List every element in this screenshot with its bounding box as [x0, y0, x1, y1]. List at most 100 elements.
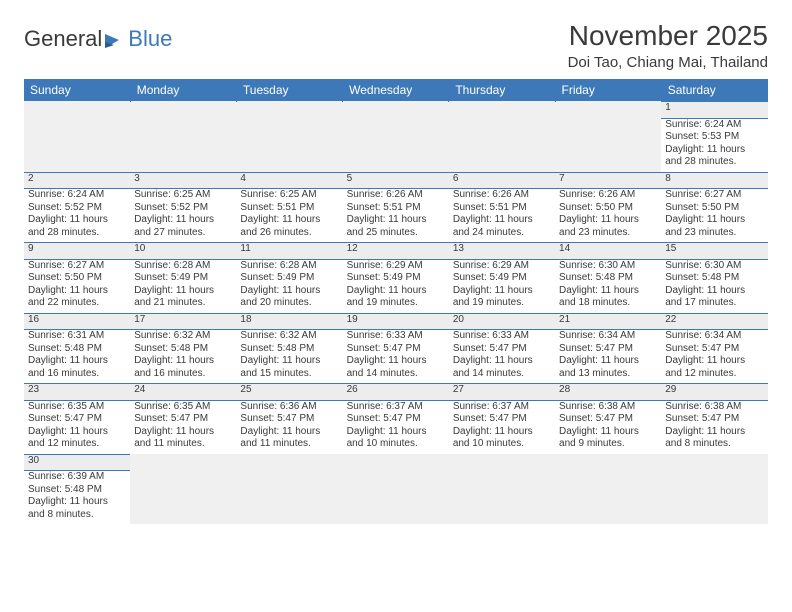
sunset-line: Sunset: 5:47 PM — [559, 343, 657, 356]
day-number: 7 — [555, 172, 661, 189]
sunrise-line: Sunrise: 6:31 AM — [28, 330, 126, 343]
empty-cell — [236, 102, 342, 119]
day-info: Sunrise: 6:34 AMSunset: 5:47 PMDaylight:… — [555, 330, 661, 384]
daylight-line: Daylight: 11 hours and 9 minutes. — [559, 426, 657, 451]
week-info-row: Sunrise: 6:31 AMSunset: 5:48 PMDaylight:… — [24, 330, 768, 384]
sunrise-line: Sunrise: 6:25 AM — [240, 189, 338, 202]
day-number: 13 — [449, 243, 555, 260]
sunset-line: Sunset: 5:51 PM — [347, 202, 445, 215]
sunrise-line: Sunrise: 6:35 AM — [28, 401, 126, 414]
day-number: 28 — [555, 384, 661, 401]
week-daynum-row: 30 — [24, 454, 768, 471]
sunset-line: Sunset: 5:53 PM — [665, 131, 763, 144]
sunset-line: Sunset: 5:50 PM — [665, 202, 763, 215]
sunrise-line: Sunrise: 6:28 AM — [134, 260, 232, 273]
day-info: Sunrise: 6:32 AMSunset: 5:48 PMDaylight:… — [130, 330, 236, 384]
week-daynum-row: 1 — [24, 102, 768, 119]
empty-cell — [343, 471, 449, 525]
logo-text-1: General — [24, 26, 102, 52]
sunrise-line: Sunrise: 6:27 AM — [665, 189, 763, 202]
day-number: 1 — [661, 102, 767, 119]
location: Doi Tao, Chiang Mai, Thailand — [568, 54, 768, 71]
daylight-line: Daylight: 11 hours and 19 minutes. — [347, 285, 445, 310]
empty-cell — [449, 102, 555, 119]
sunset-line: Sunset: 5:52 PM — [134, 202, 232, 215]
daylight-line: Daylight: 11 hours and 28 minutes. — [28, 214, 126, 239]
day-info: Sunrise: 6:38 AMSunset: 5:47 PMDaylight:… — [661, 400, 767, 454]
logo-text-2: Blue — [128, 26, 172, 52]
daylight-line: Daylight: 11 hours and 11 minutes. — [134, 426, 232, 451]
empty-cell — [130, 471, 236, 525]
day-info: Sunrise: 6:28 AMSunset: 5:49 PMDaylight:… — [130, 259, 236, 313]
daylight-line: Daylight: 11 hours and 18 minutes. — [559, 285, 657, 310]
sunrise-line: Sunrise: 6:24 AM — [665, 119, 763, 132]
sunset-line: Sunset: 5:51 PM — [453, 202, 551, 215]
sunset-line: Sunset: 5:47 PM — [453, 413, 551, 426]
flag-icon — [104, 32, 126, 50]
day-number: 11 — [236, 243, 342, 260]
day-info: Sunrise: 6:36 AMSunset: 5:47 PMDaylight:… — [236, 400, 342, 454]
day-number: 19 — [343, 313, 449, 330]
day-number: 29 — [661, 384, 767, 401]
week-daynum-row: 16171819202122 — [24, 313, 768, 330]
empty-cell — [449, 118, 555, 172]
week-daynum-row: 23242526272829 — [24, 384, 768, 401]
day-info: Sunrise: 6:30 AMSunset: 5:48 PMDaylight:… — [555, 259, 661, 313]
daylight-line: Daylight: 11 hours and 11 minutes. — [240, 426, 338, 451]
day-info: Sunrise: 6:32 AMSunset: 5:48 PMDaylight:… — [236, 330, 342, 384]
header: General Blue November 2025 Doi Tao, Chia… — [24, 20, 768, 71]
daylight-line: Daylight: 11 hours and 24 minutes. — [453, 214, 551, 239]
weekday-header: Saturday — [661, 79, 767, 102]
sunset-line: Sunset: 5:50 PM — [559, 202, 657, 215]
empty-cell — [236, 454, 342, 471]
weekday-header: Tuesday — [236, 79, 342, 102]
daylight-line: Daylight: 11 hours and 19 minutes. — [453, 285, 551, 310]
sunrise-line: Sunrise: 6:32 AM — [134, 330, 232, 343]
day-number: 20 — [449, 313, 555, 330]
day-number: 15 — [661, 243, 767, 260]
daylight-line: Daylight: 11 hours and 14 minutes. — [347, 355, 445, 380]
sunrise-line: Sunrise: 6:38 AM — [559, 401, 657, 414]
day-number: 4 — [236, 172, 342, 189]
sunrise-line: Sunrise: 6:26 AM — [347, 189, 445, 202]
day-info: Sunrise: 6:33 AMSunset: 5:47 PMDaylight:… — [449, 330, 555, 384]
sunrise-line: Sunrise: 6:26 AM — [559, 189, 657, 202]
day-number: 14 — [555, 243, 661, 260]
day-number: 22 — [661, 313, 767, 330]
sunrise-line: Sunrise: 6:37 AM — [453, 401, 551, 414]
day-info: Sunrise: 6:37 AMSunset: 5:47 PMDaylight:… — [449, 400, 555, 454]
weekday-header: Monday — [130, 79, 236, 102]
sunset-line: Sunset: 5:47 PM — [559, 413, 657, 426]
sunset-line: Sunset: 5:47 PM — [453, 343, 551, 356]
empty-cell — [130, 102, 236, 119]
daylight-line: Daylight: 11 hours and 8 minutes. — [665, 426, 763, 451]
sunrise-line: Sunrise: 6:38 AM — [665, 401, 763, 414]
day-number: 10 — [130, 243, 236, 260]
sunrise-line: Sunrise: 6:30 AM — [665, 260, 763, 273]
day-number: 2 — [24, 172, 130, 189]
day-number: 5 — [343, 172, 449, 189]
sunrise-line: Sunrise: 6:28 AM — [240, 260, 338, 273]
daylight-line: Daylight: 11 hours and 17 minutes. — [665, 285, 763, 310]
day-number: 18 — [236, 313, 342, 330]
day-info: Sunrise: 6:25 AMSunset: 5:51 PMDaylight:… — [236, 189, 342, 243]
empty-cell — [555, 118, 661, 172]
sunset-line: Sunset: 5:48 PM — [28, 343, 126, 356]
calendar-head: SundayMondayTuesdayWednesdayThursdayFrid… — [24, 79, 768, 102]
day-info: Sunrise: 6:28 AMSunset: 5:49 PMDaylight:… — [236, 259, 342, 313]
daylight-line: Daylight: 11 hours and 22 minutes. — [28, 285, 126, 310]
daylight-line: Daylight: 11 hours and 12 minutes. — [665, 355, 763, 380]
day-number: 16 — [24, 313, 130, 330]
sunset-line: Sunset: 5:48 PM — [134, 343, 232, 356]
week-info-row: Sunrise: 6:39 AMSunset: 5:48 PMDaylight:… — [24, 471, 768, 525]
weekday-header: Wednesday — [343, 79, 449, 102]
day-info: Sunrise: 6:29 AMSunset: 5:49 PMDaylight:… — [343, 259, 449, 313]
week-info-row: Sunrise: 6:24 AMSunset: 5:53 PMDaylight:… — [24, 118, 768, 172]
empty-cell — [661, 454, 767, 471]
day-info: Sunrise: 6:37 AMSunset: 5:47 PMDaylight:… — [343, 400, 449, 454]
sunrise-line: Sunrise: 6:34 AM — [665, 330, 763, 343]
day-info: Sunrise: 6:33 AMSunset: 5:47 PMDaylight:… — [343, 330, 449, 384]
empty-cell — [24, 102, 130, 119]
sunrise-line: Sunrise: 6:39 AM — [28, 471, 126, 484]
sunrise-line: Sunrise: 6:34 AM — [559, 330, 657, 343]
